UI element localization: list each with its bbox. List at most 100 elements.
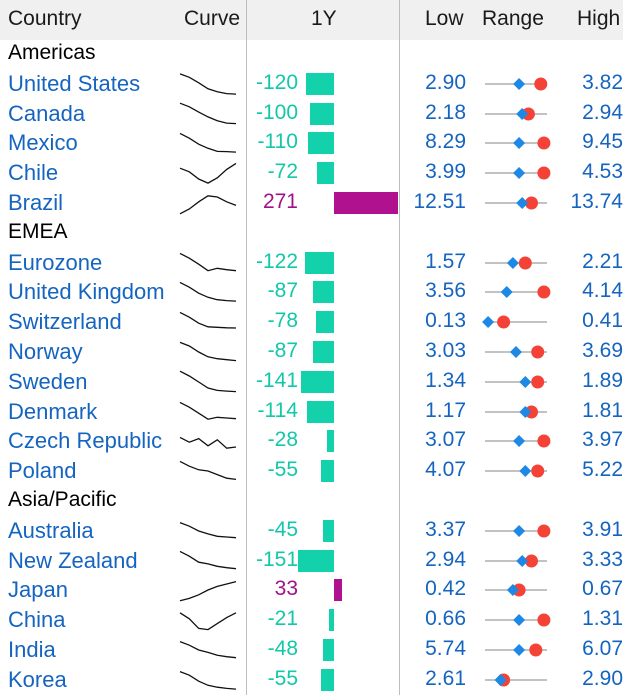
table-row[interactable]: Sweden -141 1.34 1.89 [0, 367, 639, 397]
country-name[interactable]: Switzerland [8, 309, 122, 335]
country-name[interactable]: India [8, 637, 56, 662]
country-name[interactable]: China [8, 607, 66, 633]
high-value: 9.45 [582, 130, 623, 154]
table-row[interactable]: Mexico -110 8.29 9.45 [0, 128, 639, 158]
one-year-bar [308, 132, 334, 155]
curve-sparkline [179, 341, 237, 362]
range-current-marker [537, 434, 551, 448]
range-indicator [485, 524, 551, 538]
table-row[interactable]: Poland -55 4.07 5.22 [0, 456, 639, 486]
curve-line [179, 163, 237, 185]
section-label: Asia/Pacific [8, 488, 117, 511]
range-previous-marker [482, 316, 495, 329]
table-row[interactable]: China -21 0.66 1.31 [0, 605, 639, 635]
country-name[interactable]: Eurozone [8, 249, 103, 275]
range-previous-marker [516, 197, 529, 209]
country-name[interactable]: Australia [8, 517, 94, 543]
country-name[interactable]: United States [8, 70, 141, 96]
one-year-bar [307, 400, 334, 423]
table-row[interactable]: Brazil 271 12.51 13.74 [0, 188, 639, 218]
header-high[interactable]: High [577, 7, 621, 30]
table-row[interactable]: United States -120 2.90 3.82 [0, 69, 639, 99]
high-value: 3.91 [582, 517, 623, 541]
range-indicator [485, 136, 551, 150]
low-value: 8.29 [425, 130, 466, 154]
table-row[interactable]: New Zealand -151 2.94 3.33 [0, 546, 639, 576]
one-year-bar [321, 668, 334, 691]
table-row[interactable]: Denmark -114 1.17 1.81 [0, 397, 639, 427]
country-name[interactable]: Mexico [8, 130, 78, 156]
curve-line [179, 612, 237, 631]
one-year-change: -87 [267, 339, 298, 362]
curve-line [179, 640, 237, 659]
table-row[interactable]: Australia -45 3.37 3.91 [0, 516, 639, 546]
table-row[interactable]: Czech Republic -28 3.07 3.97 [0, 426, 639, 456]
high-value: 1.81 [582, 398, 623, 422]
one-year-bar [310, 102, 334, 125]
curve-line [179, 195, 237, 215]
country-name[interactable]: Brazil [8, 190, 64, 215]
country-name[interactable]: Canada [8, 100, 86, 126]
curve-line [179, 521, 237, 539]
header-range[interactable]: Range [482, 7, 544, 30]
header-country[interactable]: Country [8, 7, 82, 30]
low-value: 1.17 [425, 398, 466, 422]
country-name[interactable]: New Zealand [8, 547, 138, 573]
range-current-marker [512, 583, 526, 597]
country-name[interactable]: Chile [8, 160, 59, 186]
one-year-bar [327, 430, 334, 453]
range-previous-marker [513, 77, 526, 90]
country-name[interactable]: Norway [8, 339, 83, 364]
country-name[interactable]: United Kingdom [8, 279, 165, 305]
range-current-marker [537, 166, 551, 180]
table-row[interactable]: Canada -100 2.18 2.94 [0, 99, 639, 129]
table-row[interactable]: Chile -72 3.99 4.53 [0, 158, 639, 188]
table-row[interactable]: India -48 5.74 6.07 [0, 635, 639, 665]
curve-line [179, 102, 237, 124]
country-name[interactable]: Czech Republic [8, 428, 163, 454]
range-indicator [485, 643, 547, 657]
range-previous-marker [500, 286, 513, 299]
header-curve[interactable]: Curve [184, 7, 241, 30]
curve-sparkline [179, 195, 237, 215]
country-name[interactable]: Japan [8, 577, 68, 603]
table-row[interactable]: United Kingdom -87 3.56 4.14 [0, 277, 639, 307]
country-name[interactable]: Denmark [8, 398, 98, 424]
country-name[interactable]: Poland [8, 458, 77, 484]
high-value: 2.94 [582, 100, 623, 124]
one-year-bar [305, 72, 334, 95]
header-one-year[interactable]: 1Y [311, 7, 337, 30]
high-value: 2.90 [582, 666, 623, 690]
column-divider-left [246, 0, 247, 695]
range-current-marker [497, 315, 511, 329]
table-row[interactable]: Eurozone -122 1.57 2.21 [0, 248, 639, 278]
section-label: Americas [8, 41, 96, 64]
curve-line [179, 461, 237, 481]
curve-sparkline [179, 550, 237, 569]
low-value: 2.18 [425, 100, 466, 124]
high-value: 0.41 [582, 309, 623, 333]
high-value: 3.97 [582, 428, 623, 452]
range-current-marker [518, 256, 532, 270]
curve-line [179, 282, 237, 303]
range-indicator [485, 345, 547, 359]
range-previous-marker [519, 465, 532, 478]
curve-line [179, 437, 237, 450]
table-row[interactable]: Norway -87 3.03 3.69 [0, 337, 639, 367]
range-current-marker [537, 613, 551, 627]
country-name[interactable]: Korea [8, 666, 67, 692]
high-value: 13.74 [570, 190, 623, 213]
header-low[interactable]: Low [425, 7, 464, 30]
table-row[interactable]: Japan 33 0.42 0.67 [0, 575, 639, 605]
country-name[interactable]: Sweden [8, 368, 88, 394]
table-row[interactable]: Korea -55 2.61 2.90 [0, 665, 639, 695]
curve-sparkline [179, 612, 237, 631]
low-value: 1.34 [425, 368, 466, 392]
curve-line [179, 670, 237, 690]
high-value: 3.82 [582, 70, 623, 94]
one-year-change: -21 [267, 607, 298, 631]
one-year-bar [305, 251, 334, 274]
one-year-change: -110 [257, 130, 298, 154]
table-row[interactable]: Switzerland -78 0.13 0.41 [0, 307, 639, 337]
range-indicator [485, 107, 547, 121]
